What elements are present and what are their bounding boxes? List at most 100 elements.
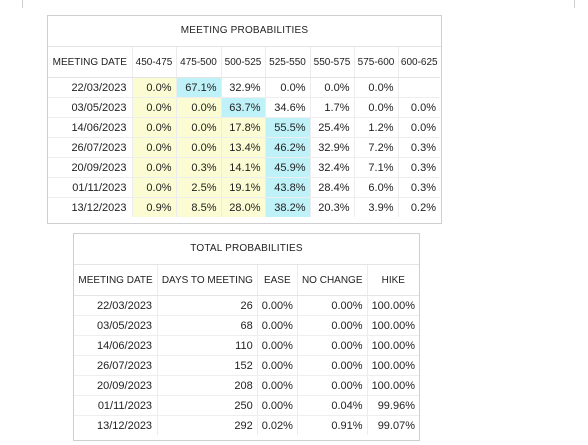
column-header: 500-525	[221, 47, 266, 78]
probability-cell: 67.1%	[176, 77, 222, 98]
probability-cell: 2.5%	[176, 177, 222, 198]
meeting-probabilities-panel: MEETING PROBABILITIES MEETING DATE 450-47…	[47, 15, 442, 224]
column-header: 600-625	[398, 47, 440, 78]
probability-cell: 1.7%	[310, 97, 355, 118]
probability-cell: 0.0%	[398, 117, 440, 138]
meeting-date-cell: 01/11/2023	[48, 177, 133, 198]
probability-cell: 32.9%	[221, 77, 266, 98]
column-header: 550-575	[310, 47, 355, 78]
meeting-date-cell: 13/12/2023	[48, 197, 133, 217]
window-top-edge	[0, 0, 588, 8]
probability-cell: 20.3%	[310, 197, 355, 217]
column-header: 525-550	[265, 47, 311, 78]
probability-cell: 46.2%	[265, 137, 311, 158]
probability-cell: 7.1%	[354, 157, 399, 178]
probability-cell: 0.9%	[132, 197, 177, 217]
days-to-meeting-cell: 26	[157, 295, 258, 316]
probability-cell: 0.2%	[398, 197, 440, 217]
probability-cell: 0.0%	[132, 77, 177, 98]
days-to-meeting-cell: 250	[157, 395, 258, 416]
total-probabilities-panel: TOTAL PROBABILITIES MEETING DATE DAYS TO …	[73, 233, 420, 441]
probability-cell: 0.3%	[398, 137, 440, 158]
probability-cell: 25.4%	[310, 117, 355, 138]
no-change-cell: 0.00%	[297, 315, 368, 336]
days-to-meeting-cell: 292	[157, 415, 258, 435]
ease-cell: 0.00%	[257, 295, 298, 316]
meeting-date-cell: 26/07/2023	[74, 355, 159, 376]
probability-cell: 0.0%	[176, 137, 222, 158]
column-header: 475-500	[176, 47, 222, 78]
no-change-cell: 0.00%	[297, 375, 368, 396]
meeting-probabilities-title: MEETING PROBABILITIES	[48, 16, 441, 47]
probability-cell: 38.2%	[265, 197, 311, 217]
probability-cell: 0.0%	[132, 177, 177, 198]
total-probabilities-title: TOTAL PROBABILITIES	[74, 234, 419, 265]
table-row: 26/07/2023 0.0% 0.0% 13.4% 46.2% 32.9% 7.2% 0.3…	[48, 137, 440, 158]
probability-cell: 7.2%	[354, 137, 399, 158]
probability-cell: 45.9%	[265, 157, 311, 178]
probability-cell: 32.4%	[310, 157, 355, 178]
probability-cell: 13.4%	[221, 137, 266, 158]
divider	[574, 0, 575, 8]
meeting-date-cell: 22/03/2023	[48, 77, 133, 98]
days-to-meeting-cell: 152	[157, 355, 258, 376]
meeting-date-cell: 22/03/2023	[74, 295, 159, 316]
table-row: 13/12/2023 0.9% 8.5% 28.0% 38.2% 20.3% 3.9% 0.2…	[48, 197, 440, 217]
column-header: MEETING DATE	[48, 47, 133, 78]
table-row: 20/09/2023 208 0.00% 0.00% 100.00%	[74, 375, 419, 396]
meeting-date-cell: 14/06/2023	[48, 117, 133, 138]
probability-cell: 0.0%	[310, 77, 355, 98]
table-row: 13/12/2023 292 0.02% 0.91% 99.07%	[74, 415, 419, 435]
table-row: 14/06/2023 0.0% 0.0% 17.8% 55.5% 25.4% 1.2% 0.0…	[48, 117, 440, 138]
ease-cell: 0.02%	[257, 415, 298, 435]
probability-cell: 3.9%	[354, 197, 399, 217]
probability-cell: 0.0%	[265, 77, 311, 98]
column-header: NO CHANGE	[297, 265, 368, 296]
probability-cell: 19.1%	[221, 177, 266, 198]
probability-cell: 0.3%	[398, 177, 440, 198]
column-header: EASE	[257, 265, 298, 296]
probability-cell: 0.0%	[132, 117, 177, 138]
table-row: 26/07/2023 152 0.00% 0.00% 100.00%	[74, 355, 419, 376]
table-row: 01/11/2023 0.0% 2.5% 19.1% 43.8% 28.4% 6.0% 0.3…	[48, 177, 440, 198]
meeting-date-cell: 03/05/2023	[74, 315, 159, 336]
probability-cell: 63.7%	[221, 97, 266, 118]
meeting-date-cell: 14/06/2023	[74, 335, 159, 356]
table-row: 22/03/2023 0.0% 67.1% 32.9% 0.0% 0.0% 0.0%	[48, 77, 440, 98]
days-to-meeting-cell: 68	[157, 315, 258, 336]
column-header: MEETING DATE	[74, 265, 159, 296]
probability-cell: 32.9%	[310, 137, 355, 158]
meeting-date-cell: 26/07/2023	[48, 137, 133, 158]
probability-cell: 0.3%	[176, 157, 222, 178]
probability-cell: 0.0%	[132, 137, 177, 158]
ease-cell: 0.00%	[257, 355, 298, 376]
table-row: 14/06/2023 110 0.00% 0.00% 100.00%	[74, 335, 419, 356]
probability-cell: 14.1%	[221, 157, 266, 178]
table-header-row: MEETING DATE DAYS TO MEETING EASE NO CHANGE…	[74, 265, 419, 296]
column-header: 450-475	[132, 47, 177, 78]
divider	[22, 0, 23, 8]
hike-cell: 99.96%	[367, 395, 419, 416]
probability-cell: 0.3%	[398, 157, 440, 178]
table-row: 03/05/2023 68 0.00% 0.00% 100.00%	[74, 315, 419, 336]
no-change-cell: 0.00%	[297, 355, 368, 376]
ease-cell: 0.00%	[257, 375, 298, 396]
hike-cell: 100.00%	[367, 315, 419, 336]
probability-cell: 8.5%	[176, 197, 222, 217]
probability-cell: 17.8%	[221, 117, 266, 138]
probability-cell: 0.0%	[176, 117, 222, 138]
probability-cell: 0.0%	[132, 157, 177, 178]
table-row: 03/05/2023 0.0% 0.0% 63.7% 34.6% 1.7% 0.0% 0.0%	[48, 97, 440, 118]
meeting-probabilities-table: MEETING DATE 450-475 475-500 500-525 525-550…	[48, 47, 440, 217]
probability-cell	[398, 77, 440, 98]
probability-cell: 0.0%	[354, 97, 399, 118]
no-change-cell: 0.04%	[297, 395, 368, 416]
meeting-date-cell: 20/09/2023	[74, 375, 159, 396]
probability-cell: 28.4%	[310, 177, 355, 198]
table-row: 20/09/2023 0.0% 0.3% 14.1% 45.9% 32.4% 7.1% 0.3…	[48, 157, 440, 178]
no-change-cell: 0.91%	[297, 415, 368, 435]
ease-cell: 0.00%	[257, 315, 298, 336]
meeting-date-cell: 20/09/2023	[48, 157, 133, 178]
no-change-cell: 0.00%	[297, 335, 368, 356]
days-to-meeting-cell: 110	[157, 335, 258, 356]
